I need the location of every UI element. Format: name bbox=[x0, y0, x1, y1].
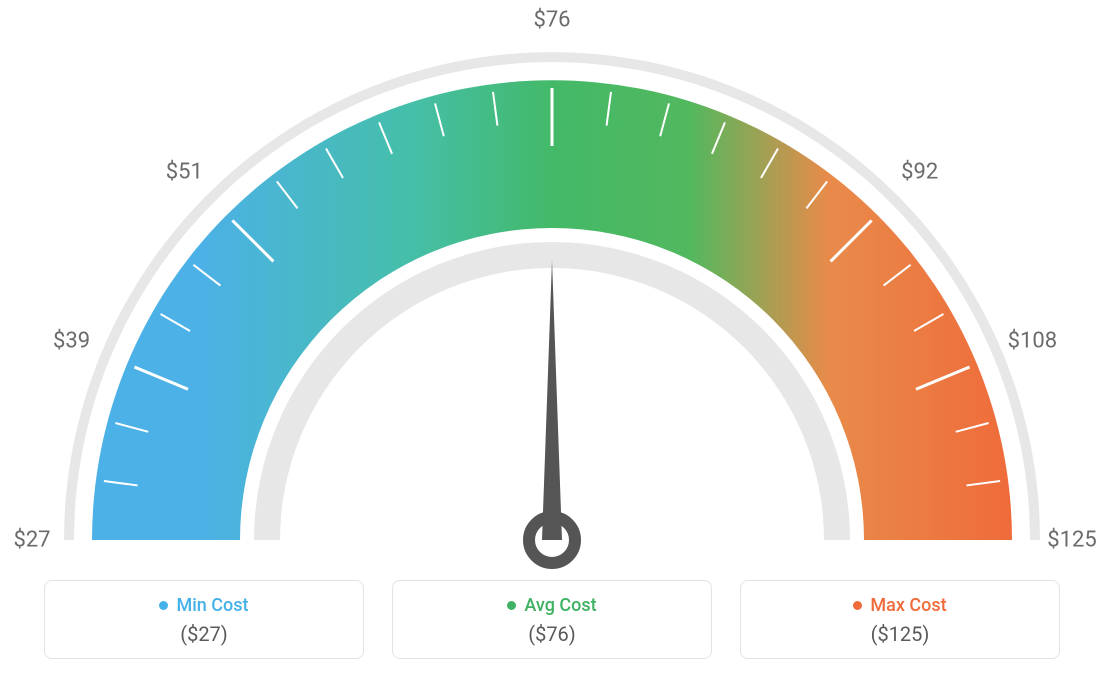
needle bbox=[542, 260, 562, 540]
gauge-tick-label: $39 bbox=[53, 329, 90, 354]
legend-dot-icon bbox=[853, 601, 862, 610]
legend-value: ($27) bbox=[45, 622, 363, 646]
gauge-chart: $27 $39 $51 $76 $92 $108 $125 bbox=[0, 0, 1104, 570]
legend-dot-icon bbox=[507, 601, 516, 610]
legend-card: Avg Cost ($76) bbox=[392, 580, 712, 659]
legend-value: ($125) bbox=[741, 622, 1059, 646]
gauge-tick-label: $51 bbox=[166, 160, 203, 185]
legend-card: Min Cost ($27) bbox=[44, 580, 364, 659]
gauge-svg bbox=[0, 0, 1104, 570]
legend-value: ($76) bbox=[393, 622, 711, 646]
gauge-tick-label: $125 bbox=[1047, 528, 1096, 553]
legend-title-row: Avg Cost bbox=[393, 595, 711, 616]
gauge-tick-label: $92 bbox=[901, 160, 938, 185]
gauge-tick-label: $27 bbox=[13, 528, 50, 553]
legend-title: Avg Cost bbox=[524, 595, 596, 616]
gauge-tick-label: $108 bbox=[1008, 329, 1057, 354]
legend-title-row: Min Cost bbox=[45, 595, 363, 616]
legend-card: Max Cost ($125) bbox=[740, 580, 1060, 659]
legend-dot-icon bbox=[159, 601, 168, 610]
legend-title: Min Cost bbox=[176, 595, 248, 616]
gauge-tick-label: $76 bbox=[533, 8, 570, 33]
legend-title-row: Max Cost bbox=[741, 595, 1059, 616]
legend-title: Max Cost bbox=[870, 595, 946, 616]
legend-row: Min Cost ($27) Avg Cost ($76) Max Cost ($125) bbox=[0, 580, 1104, 659]
